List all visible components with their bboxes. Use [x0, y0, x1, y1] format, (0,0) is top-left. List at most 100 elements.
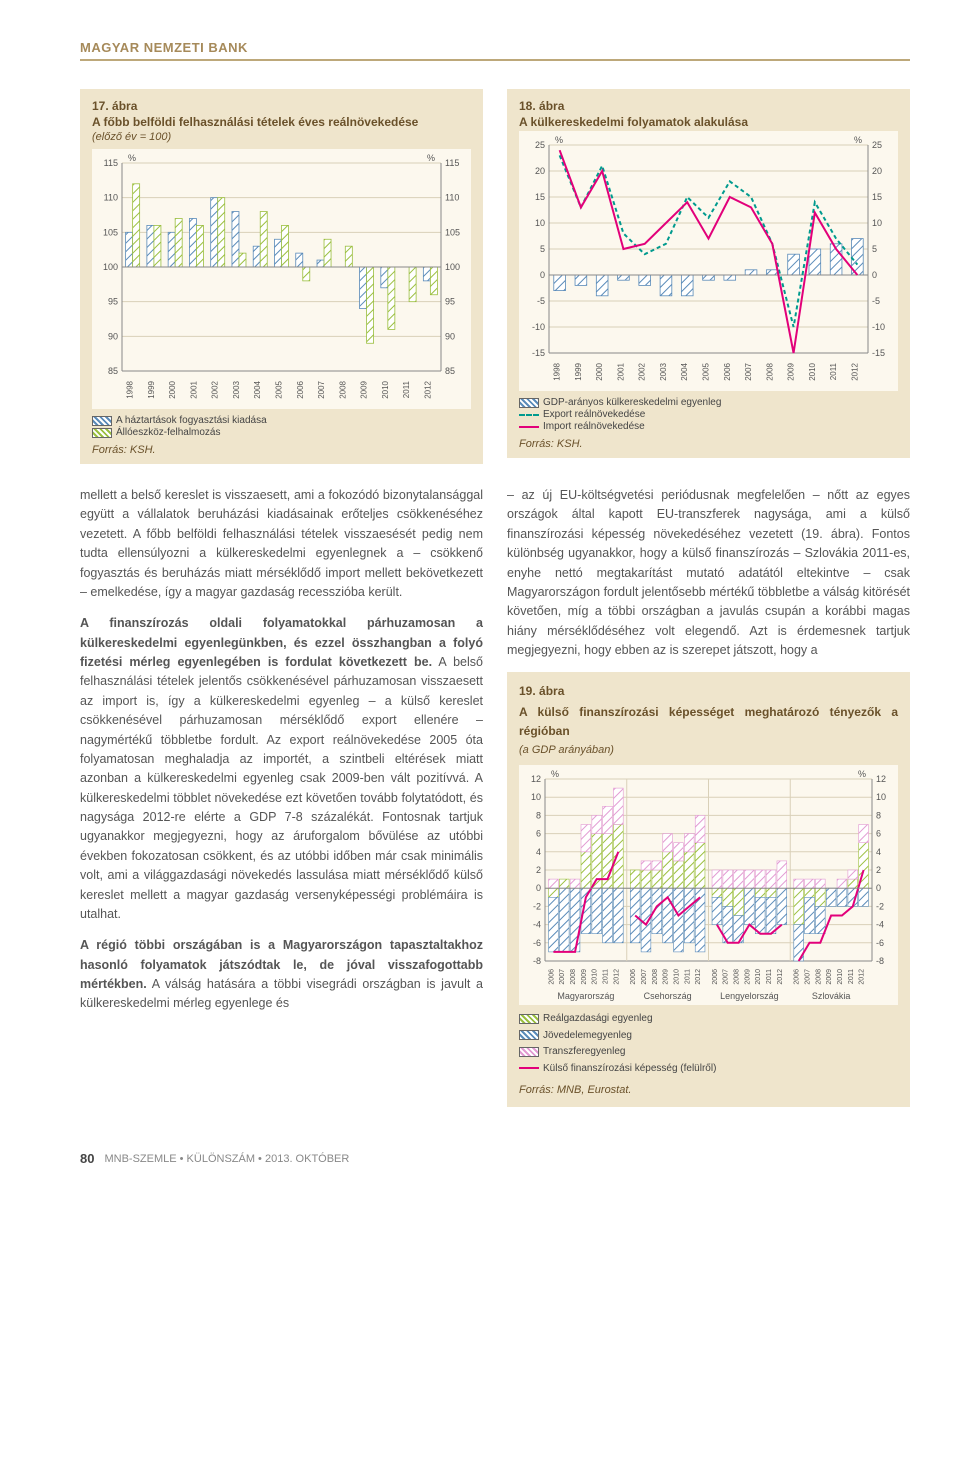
chart-19-source: Forrás: MNB, Eurostat. — [519, 1082, 898, 1099]
svg-text:4: 4 — [536, 847, 541, 857]
svg-text:2007: 2007 — [744, 362, 753, 380]
chart-18-legend: GDP-arányos külkereskedelmi egyenlegExpo… — [519, 397, 898, 432]
svg-text:2009: 2009 — [360, 380, 369, 398]
svg-text:85: 85 — [445, 366, 455, 376]
chart-17-note: (előző év = 100) — [92, 131, 471, 143]
svg-text:2007: 2007 — [559, 969, 566, 985]
body-p4: – az új EU-költségvetési periódusnak meg… — [507, 486, 910, 660]
svg-text:-2: -2 — [876, 902, 884, 912]
svg-text:2011: 2011 — [402, 380, 411, 398]
svg-text:2002: 2002 — [638, 362, 647, 380]
chart-17-source: Forrás: KSH. — [92, 444, 471, 456]
svg-text:Csehország: Csehország — [644, 991, 692, 1001]
svg-text:-2: -2 — [533, 902, 541, 912]
chart-17-title: 17. ábra — [92, 99, 471, 113]
svg-text:-5: -5 — [872, 296, 880, 306]
svg-text:110: 110 — [104, 193, 118, 203]
svg-text:5: 5 — [540, 244, 545, 254]
chart-19-subtitle: A külső finanszírozási képességet meghat… — [519, 703, 898, 740]
svg-text:%: % — [128, 153, 136, 163]
svg-text:2010: 2010 — [808, 362, 817, 380]
svg-text:110: 110 — [445, 193, 459, 203]
svg-text:2010: 2010 — [755, 969, 762, 985]
chart-18-source: Forrás: KSH. — [519, 438, 898, 450]
body-p3: A régió többi országában is a Magyarorsz… — [80, 936, 483, 1014]
svg-text:2007: 2007 — [804, 969, 811, 985]
svg-text:-8: -8 — [876, 956, 884, 966]
svg-text:2007: 2007 — [317, 380, 326, 398]
svg-text:2011: 2011 — [848, 969, 855, 984]
svg-text:2008: 2008 — [765, 362, 774, 380]
chart-17-legend: A háztartások fogyasztási kiadásaÁllóesz… — [92, 415, 471, 438]
svg-text:2006: 2006 — [630, 969, 637, 985]
svg-text:95: 95 — [108, 297, 118, 307]
svg-text:2007: 2007 — [641, 969, 648, 985]
svg-text:10: 10 — [876, 792, 886, 802]
svg-text:25: 25 — [872, 140, 882, 150]
svg-text:-5: -5 — [537, 296, 545, 306]
chart-19-legend: Reálgazdasági egyenlegJövedelemegyenlegT… — [519, 1011, 898, 1076]
chart-19-note: (a GDP arányában) — [519, 742, 898, 759]
svg-text:-6: -6 — [876, 938, 884, 948]
page-header: MAGYAR NEMZETI BANK — [80, 40, 910, 61]
svg-text:2009: 2009 — [663, 969, 670, 985]
svg-text:2001: 2001 — [189, 380, 198, 398]
svg-text:5: 5 — [872, 244, 877, 254]
svg-text:0: 0 — [540, 270, 545, 280]
svg-text:12: 12 — [531, 774, 541, 784]
svg-text:2010: 2010 — [381, 380, 390, 398]
svg-text:100: 100 — [445, 262, 460, 272]
svg-text:-10: -10 — [532, 322, 545, 332]
svg-text:-15: -15 — [532, 348, 545, 358]
svg-text:6: 6 — [876, 829, 881, 839]
svg-text:-15: -15 — [872, 348, 885, 358]
svg-text:10: 10 — [535, 218, 545, 228]
chart-18-subtitle: A külkereskedelmi folyamatok alakulása — [519, 115, 898, 129]
svg-text:2003: 2003 — [232, 380, 241, 398]
svg-text:20: 20 — [872, 166, 882, 176]
svg-text:-4: -4 — [533, 920, 541, 930]
svg-text:2012: 2012 — [613, 969, 620, 985]
body-p2: A finanszírozás oldali folyamatokkal pár… — [80, 614, 483, 924]
svg-text:2012: 2012 — [850, 362, 859, 380]
svg-text:90: 90 — [108, 331, 118, 341]
svg-text:-10: -10 — [872, 322, 885, 332]
svg-text:1998: 1998 — [553, 362, 562, 380]
svg-text:2006: 2006 — [296, 380, 305, 398]
svg-text:115: 115 — [445, 158, 459, 168]
svg-text:2004: 2004 — [253, 380, 262, 398]
svg-text:2005: 2005 — [702, 362, 711, 380]
svg-text:2009: 2009 — [826, 969, 833, 985]
svg-text:2: 2 — [876, 865, 881, 875]
svg-text:2011: 2011 — [603, 969, 610, 984]
svg-text:%: % — [858, 769, 866, 779]
chart-17: 17. ábra A főbb belföldi felhasználási t… — [80, 89, 483, 464]
svg-text:2012: 2012 — [423, 380, 432, 398]
svg-text:2009: 2009 — [744, 969, 751, 985]
body-p2-rest: A belső felhasználási tételek jelentős c… — [80, 655, 483, 921]
svg-text:2004: 2004 — [680, 362, 689, 380]
chart-17-canvas: 858590909595100100105105110110115115%%19… — [92, 149, 471, 409]
page-number: 80 — [80, 1151, 94, 1166]
svg-text:6: 6 — [536, 829, 541, 839]
svg-text:Lengyelország: Lengyelország — [720, 991, 779, 1001]
svg-text:2012: 2012 — [777, 969, 784, 985]
svg-text:2008: 2008 — [815, 969, 822, 985]
svg-text:95: 95 — [445, 297, 455, 307]
chart-18-canvas: -15-15-10-10-5-500551010151520202525%%19… — [519, 131, 898, 391]
svg-text:2003: 2003 — [659, 362, 668, 380]
svg-text:105: 105 — [103, 227, 118, 237]
svg-text:8: 8 — [536, 811, 541, 821]
svg-text:15: 15 — [872, 192, 882, 202]
svg-text:2006: 2006 — [794, 969, 801, 985]
svg-text:%: % — [427, 153, 435, 163]
svg-text:10: 10 — [531, 792, 541, 802]
svg-text:%: % — [555, 135, 563, 145]
svg-text:90: 90 — [445, 331, 455, 341]
svg-text:1999: 1999 — [147, 380, 156, 398]
svg-text:1999: 1999 — [574, 362, 583, 380]
svg-text:2008: 2008 — [570, 969, 577, 985]
svg-text:4: 4 — [876, 847, 881, 857]
svg-text:2000: 2000 — [168, 380, 177, 398]
svg-text:2011: 2011 — [829, 362, 838, 380]
